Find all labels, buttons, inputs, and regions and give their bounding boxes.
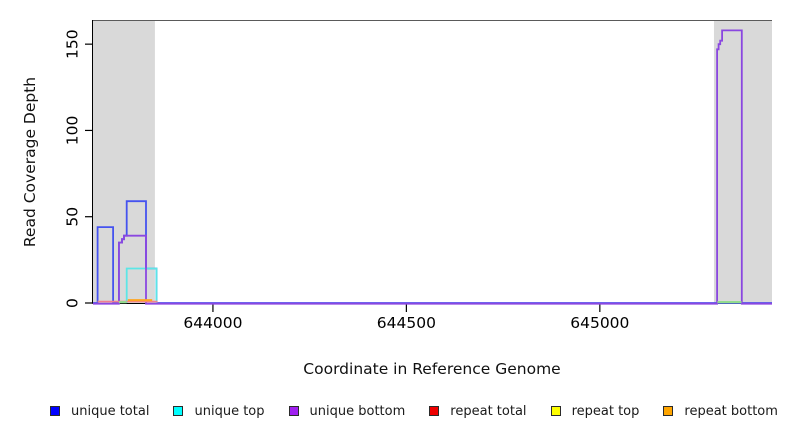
x-tick-label: 644500 bbox=[377, 314, 436, 332]
legend-item-unique-bottom: unique bottom bbox=[288, 403, 406, 419]
repeat-bottom-legend-swatch bbox=[663, 406, 674, 416]
left-repeat-region bbox=[93, 20, 155, 303]
right-repeat-region bbox=[713, 20, 772, 303]
repeat-top-legend-swatch bbox=[550, 406, 561, 416]
y-tick-label: 50 bbox=[64, 207, 82, 227]
legend-item-repeat-total: repeat total bbox=[429, 403, 527, 419]
x-tick-label: 644000 bbox=[183, 314, 242, 332]
legend-label: repeat bottom bbox=[684, 403, 778, 419]
y-tick-label: 0 bbox=[64, 298, 82, 308]
legend-item-repeat-top: repeat top bbox=[550, 403, 640, 419]
unique-top-legend-swatch bbox=[173, 406, 184, 416]
legend-label: unique bottom bbox=[309, 403, 406, 419]
legend-label: repeat total bbox=[450, 403, 527, 419]
legend-item-repeat-bottom: repeat bottom bbox=[663, 404, 778, 419]
legend-label: unique top bbox=[194, 403, 265, 419]
legend: unique total unique top unique bottom repea… bbox=[50, 401, 778, 421]
series-unique-top-trace bbox=[125, 267, 158, 303]
unique-total-legend-swatch bbox=[50, 406, 60, 416]
y-tick-label: 150 bbox=[64, 29, 82, 59]
legend-item-unique-top: unique top bbox=[173, 403, 265, 419]
x-tick-label: 645000 bbox=[570, 314, 629, 332]
legend-item-unique-total: unique total bbox=[50, 404, 149, 419]
legend-label: unique total bbox=[71, 403, 150, 419]
repeat-total-legend-swatch bbox=[429, 406, 440, 416]
y-axis-title: Read Coverage Depth bbox=[21, 76, 39, 248]
unique-bottom-legend-swatch bbox=[288, 406, 299, 416]
series-unique-bottom-trace bbox=[93, 29, 772, 305]
series-unique-total-trace bbox=[93, 200, 772, 304]
y-tick-label: 100 bbox=[64, 116, 82, 146]
x-axis-title: Coordinate in Reference Genome bbox=[303, 360, 561, 378]
legend-label: repeat top bbox=[571, 403, 640, 419]
